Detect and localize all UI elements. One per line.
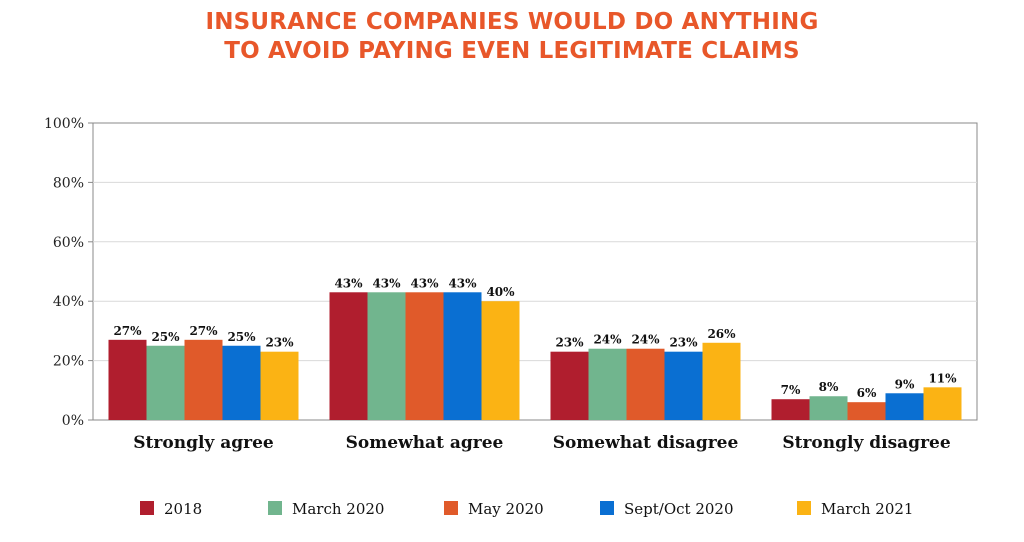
bar: [108, 339, 147, 420]
data-label: 27%: [189, 324, 218, 338]
y-tick-label: 40%: [53, 294, 84, 310]
y-tick-label: 100%: [44, 116, 84, 132]
legend-swatch: [268, 501, 282, 515]
data-label: 40%: [486, 285, 515, 299]
legend-swatch: [140, 501, 154, 515]
bar: [222, 345, 261, 420]
plot-area: [92, 122, 978, 421]
legend-label: March 2020: [292, 500, 384, 518]
legend-swatch: [600, 501, 614, 515]
chart-title: INSURANCE COMPANIES WOULD DO ANYTHING TO…: [0, 8, 1024, 66]
bar: [847, 402, 886, 420]
x-category-label: Strongly agree: [133, 433, 274, 453]
data-label: 8%: [819, 380, 839, 394]
bar: [588, 348, 627, 420]
bar: [923, 387, 962, 420]
data-label: 43%: [372, 276, 401, 290]
y-tick-label: 20%: [53, 354, 84, 370]
data-label: 24%: [593, 333, 622, 347]
data-label: 25%: [227, 330, 256, 344]
data-label: 11%: [928, 371, 957, 385]
data-label: 26%: [707, 327, 736, 341]
bar: [329, 292, 368, 420]
bar: [367, 292, 406, 420]
bar: [664, 351, 703, 420]
bar: [184, 339, 223, 420]
data-label: 6%: [857, 386, 877, 400]
legend-label: May 2020: [468, 500, 544, 518]
bar: [481, 301, 520, 420]
bar: [809, 396, 848, 420]
y-tick-label: 80%: [53, 175, 84, 191]
bar: [550, 351, 589, 420]
chart-title-line-1: INSURANCE COMPANIES WOULD DO ANYTHING: [205, 9, 819, 35]
bar: [771, 399, 810, 420]
data-label: 23%: [555, 336, 584, 350]
legend-label: Sept/Oct 2020: [624, 500, 734, 518]
bar: [146, 345, 185, 420]
legend-swatch: [444, 501, 458, 515]
bar: [260, 351, 299, 420]
data-label: 25%: [151, 330, 180, 344]
x-category-label: Strongly disagree: [782, 433, 951, 453]
legend-swatch: [797, 501, 811, 515]
data-label: 43%: [334, 276, 363, 290]
bar: [702, 342, 741, 420]
data-label: 43%: [410, 276, 439, 290]
x-category-label: Somewhat disagree: [553, 433, 739, 453]
bar: [443, 292, 482, 420]
data-label: 9%: [895, 377, 915, 391]
data-label: 23%: [669, 336, 698, 350]
bar: [885, 393, 924, 420]
data-label: 43%: [448, 276, 477, 290]
data-label: 27%: [113, 324, 142, 338]
data-label: 7%: [781, 383, 801, 397]
legend-label: 2018: [164, 500, 202, 518]
y-tick-label: 60%: [53, 235, 84, 251]
y-tick-label: 0%: [62, 413, 84, 429]
bar: [626, 348, 665, 420]
data-label: 23%: [265, 336, 294, 350]
bar: [405, 292, 444, 420]
x-category-label: Somewhat agree: [346, 433, 504, 453]
legend-label: March 2021: [821, 500, 913, 518]
chart-title-line-2: TO AVOID PAYING EVEN LEGITIMATE CLAIMS: [224, 38, 800, 64]
data-label: 24%: [631, 333, 660, 347]
